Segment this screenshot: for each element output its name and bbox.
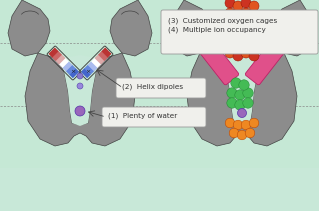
- Bar: [94, 54, 105, 65]
- Circle shape: [233, 11, 243, 21]
- Bar: [91, 58, 101, 68]
- Circle shape: [243, 98, 253, 108]
- Bar: [52, 51, 62, 61]
- Bar: [98, 51, 108, 61]
- Circle shape: [77, 73, 83, 79]
- Bar: [81, 68, 91, 78]
- Circle shape: [233, 1, 243, 11]
- Circle shape: [241, 48, 251, 58]
- FancyBboxPatch shape: [116, 78, 206, 98]
- Circle shape: [241, 120, 251, 130]
- Circle shape: [227, 88, 237, 98]
- Circle shape: [247, 24, 254, 31]
- FancyBboxPatch shape: [0, 168, 319, 211]
- Circle shape: [233, 31, 243, 41]
- Polygon shape: [220, 55, 264, 126]
- Circle shape: [237, 130, 247, 140]
- Circle shape: [241, 18, 251, 28]
- Circle shape: [233, 51, 243, 61]
- FancyBboxPatch shape: [185, 23, 239, 85]
- Circle shape: [231, 78, 241, 88]
- Circle shape: [238, 108, 247, 118]
- Polygon shape: [58, 55, 102, 126]
- Bar: [84, 65, 94, 75]
- Circle shape: [231, 24, 238, 31]
- Bar: [62, 61, 72, 71]
- Text: ×: ×: [70, 69, 75, 74]
- Circle shape: [241, 0, 251, 8]
- Text: (1)  Plenty of water: (1) Plenty of water: [108, 112, 177, 119]
- Circle shape: [225, 48, 235, 58]
- Circle shape: [227, 98, 237, 108]
- Circle shape: [233, 41, 243, 51]
- Circle shape: [77, 83, 83, 89]
- Text: ×: ×: [85, 69, 90, 74]
- Circle shape: [235, 100, 245, 110]
- Text: (2)  Helix dipoles: (2) Helix dipoles: [122, 83, 183, 89]
- Polygon shape: [8, 0, 50, 56]
- Bar: [69, 68, 79, 78]
- Circle shape: [249, 51, 259, 61]
- Polygon shape: [272, 0, 314, 56]
- Circle shape: [225, 8, 235, 18]
- Circle shape: [225, 28, 235, 38]
- FancyBboxPatch shape: [245, 23, 299, 85]
- Circle shape: [241, 38, 251, 48]
- Circle shape: [249, 31, 259, 41]
- Circle shape: [225, 118, 235, 128]
- Bar: [66, 65, 76, 75]
- Circle shape: [245, 128, 255, 138]
- Circle shape: [249, 41, 259, 51]
- Bar: [101, 47, 112, 58]
- Polygon shape: [110, 0, 152, 56]
- Circle shape: [233, 120, 243, 130]
- Polygon shape: [25, 53, 135, 146]
- Circle shape: [243, 88, 253, 98]
- Text: (3)  Customized oxygen cages
(4)  Multiple ion occupancy: (3) Customized oxygen cages (4) Multiple…: [168, 17, 277, 33]
- Circle shape: [229, 128, 239, 138]
- Bar: [48, 47, 59, 58]
- Circle shape: [249, 118, 259, 128]
- FancyBboxPatch shape: [102, 107, 206, 127]
- Bar: [59, 58, 69, 68]
- Circle shape: [239, 24, 246, 31]
- Circle shape: [235, 90, 245, 100]
- Circle shape: [249, 1, 259, 11]
- Circle shape: [233, 21, 243, 31]
- Circle shape: [241, 28, 251, 38]
- Circle shape: [239, 80, 249, 90]
- Circle shape: [241, 8, 251, 18]
- Circle shape: [225, 0, 235, 8]
- Circle shape: [225, 38, 235, 48]
- Circle shape: [249, 21, 259, 31]
- Circle shape: [75, 106, 85, 116]
- Bar: [88, 61, 98, 71]
- Circle shape: [225, 18, 235, 28]
- Polygon shape: [187, 53, 297, 146]
- Bar: [55, 54, 65, 65]
- FancyBboxPatch shape: [161, 10, 318, 54]
- Polygon shape: [170, 0, 212, 56]
- Circle shape: [249, 11, 259, 21]
